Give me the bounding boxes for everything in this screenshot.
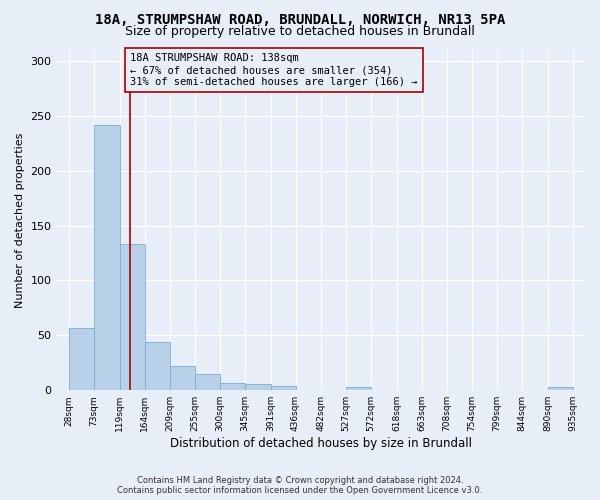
Text: 18A STRUMPSHAW ROAD: 138sqm
← 67% of detached houses are smaller (354)
31% of se: 18A STRUMPSHAW ROAD: 138sqm ← 67% of det…: [130, 54, 418, 86]
Bar: [69, 328, 94, 390]
Bar: [119, 244, 145, 390]
Bar: [195, 374, 220, 390]
Bar: [271, 386, 296, 390]
Bar: [245, 384, 271, 390]
X-axis label: Distribution of detached houses by size in Brundall: Distribution of detached houses by size …: [170, 437, 472, 450]
Bar: [346, 387, 371, 390]
Bar: [170, 366, 195, 390]
Text: 18A, STRUMPSHAW ROAD, BRUNDALL, NORWICH, NR13 5PA: 18A, STRUMPSHAW ROAD, BRUNDALL, NORWICH,…: [95, 12, 505, 26]
Text: Contains HM Land Registry data © Crown copyright and database right 2024.
Contai: Contains HM Land Registry data © Crown c…: [118, 476, 482, 495]
Y-axis label: Number of detached properties: Number of detached properties: [15, 132, 25, 308]
Bar: [94, 124, 119, 390]
Bar: [548, 387, 572, 390]
Bar: [220, 382, 245, 390]
Bar: [145, 342, 170, 390]
Text: Size of property relative to detached houses in Brundall: Size of property relative to detached ho…: [125, 25, 475, 38]
